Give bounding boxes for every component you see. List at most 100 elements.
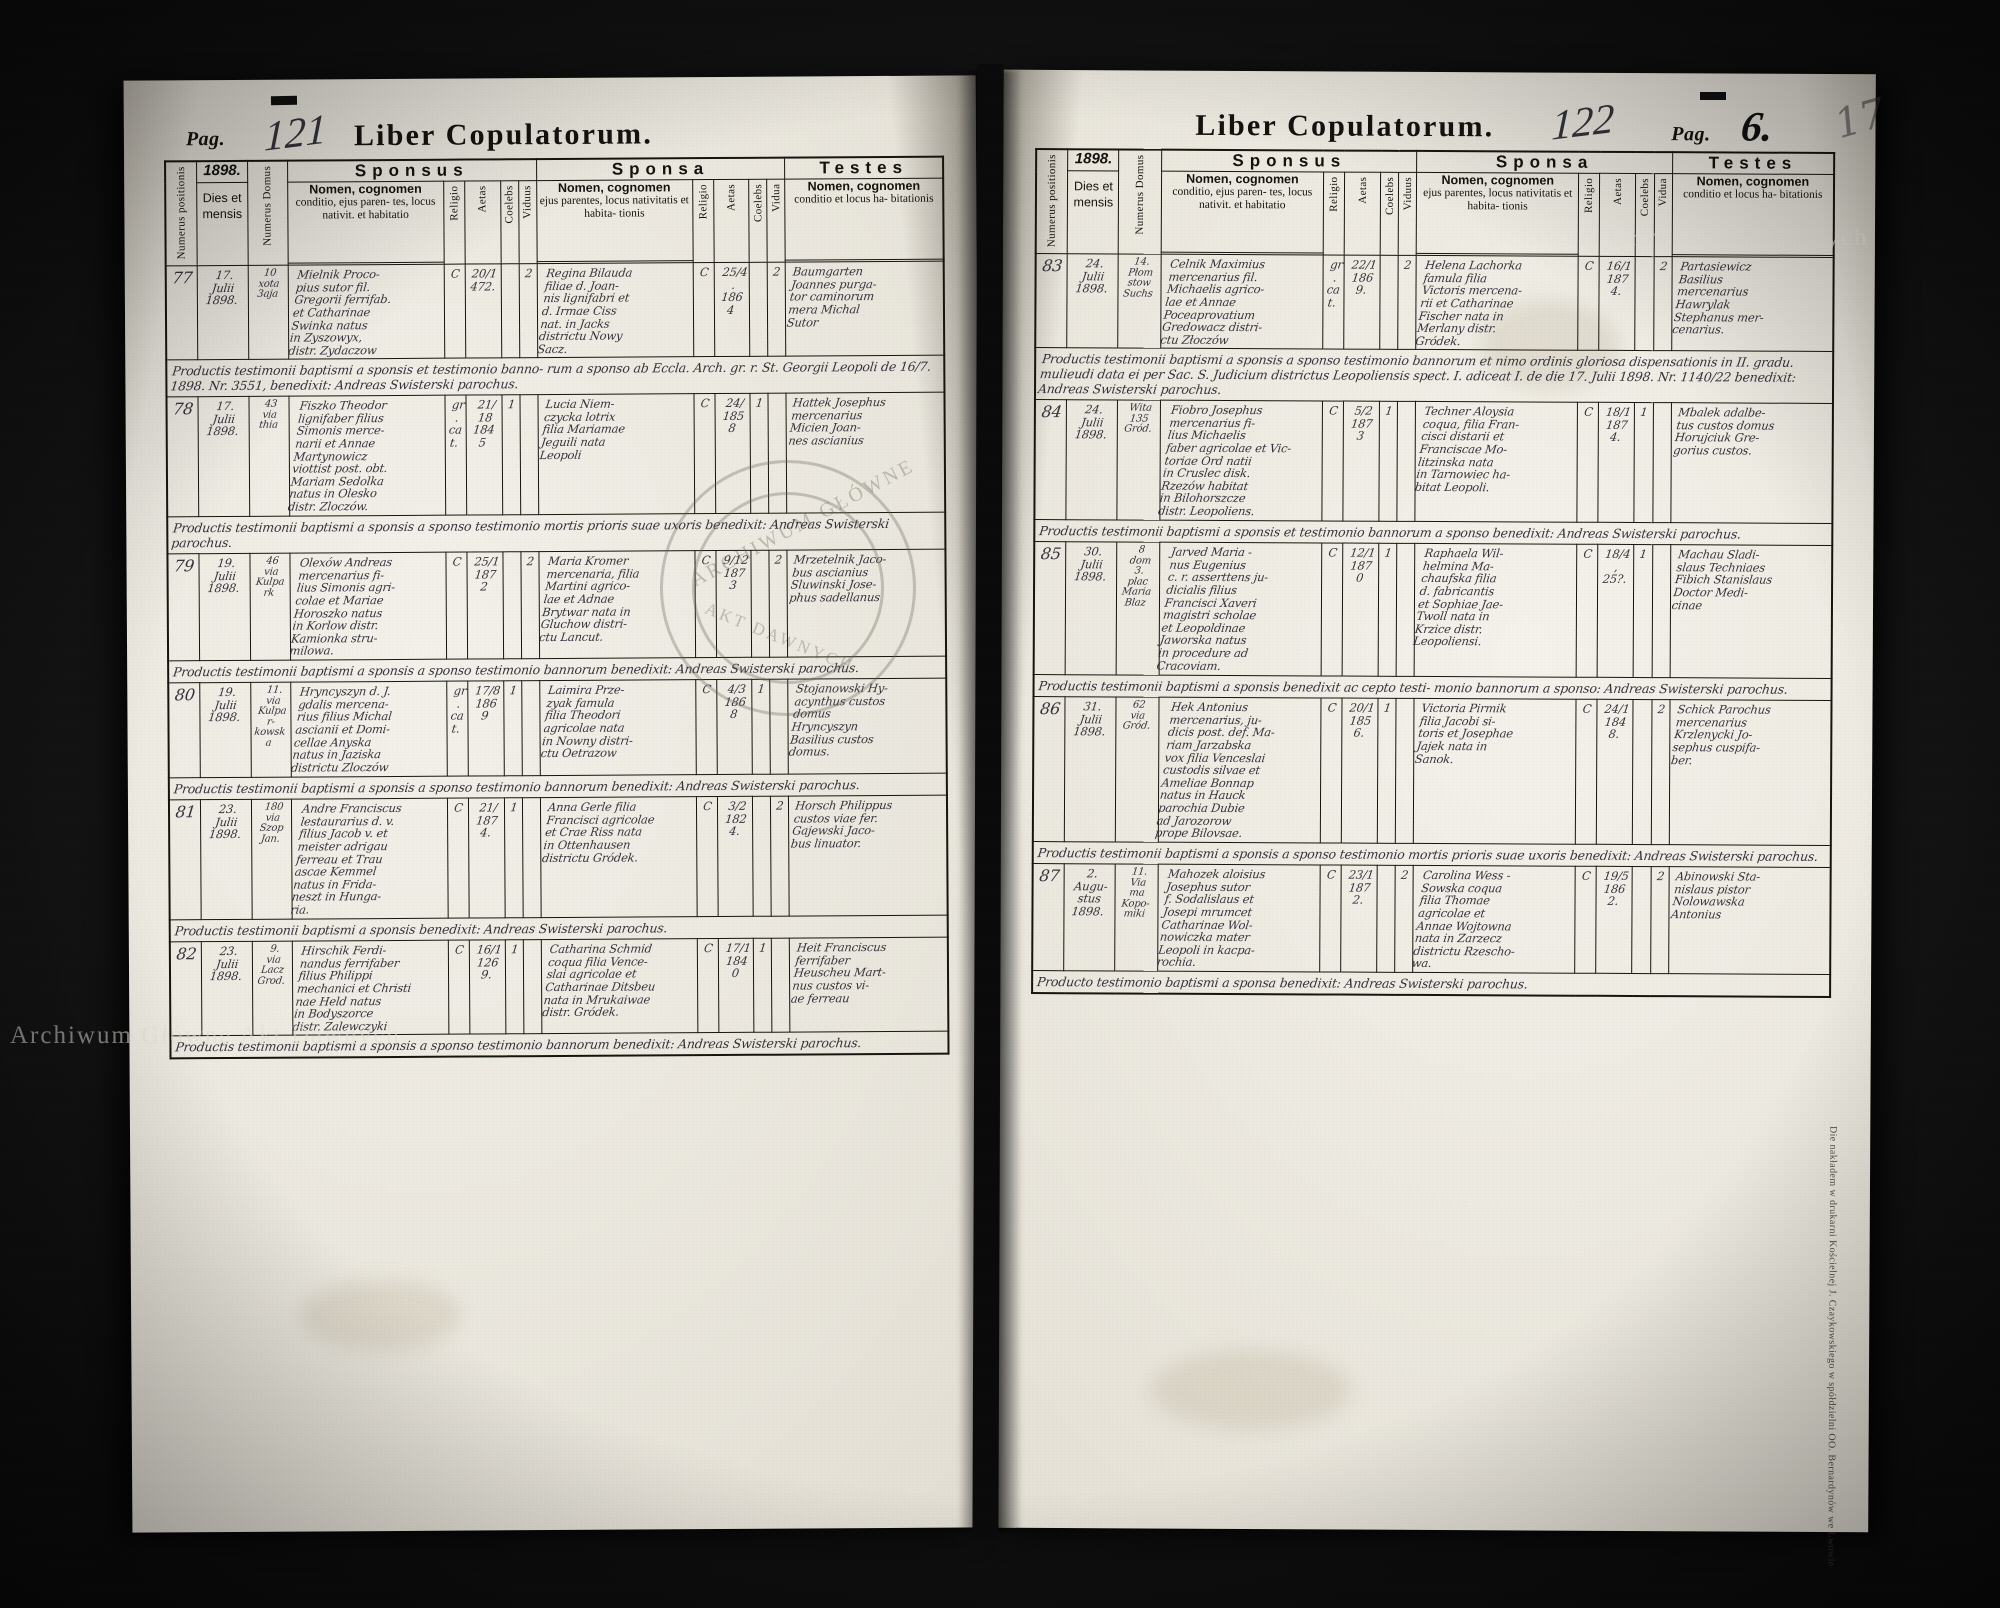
cell-domus-text: 9. via Lacz Grod. [256,943,286,987]
cell-testes: Schick Parochus mercenarius Krzlenycki J… [1668,699,1832,846]
cell-testes-text: Mrzetelnik Jaco- bus ascianius Sluwinski… [788,552,888,605]
cell-numerus-text: 80 [173,685,197,705]
cell-sponsus-coelebs-text [1381,256,1399,261]
sponsus-religio-header: Religio [1322,171,1345,256]
cell-sponsa-name: Catharina Schmid coqua filia Vence- slai… [540,938,698,1034]
cell-domus: 14. Płom stow Suchs [1118,253,1162,349]
cell-sponsa-name: Helena Lachorka famula filia Victoris me… [1415,255,1579,351]
sponsus-nomen-header: Nomen, cognomen conditio, ejus paren- te… [287,181,444,264]
cell-testes: Heit Franciscus ferrifaber Heuscheu Mart… [789,936,949,1033]
cell-sponsus-religio: C [445,552,468,660]
table-row: 83 24. Julii 1898. 14. Płom stow Suchs Celn… [1035,253,1834,352]
cell-productis: Productis testimonii baptismi a sponsis … [1033,674,1832,701]
cell-testes-text: Baumgarten Joannes purga- tor caminorum … [786,264,878,330]
cell-sponsa-aetas: 3/2 1824. [717,796,754,917]
sponsa-coelebs-header: Coelebs [1635,173,1655,257]
cell-sponsa-vidua-text: 2 [1655,868,1665,883]
cell-sponsus-aetas: 23/1 1872. [1340,864,1378,973]
cell-sponsus-coelebs: 1 [504,939,524,1034]
cell-sponsus-religio-text: C [1328,403,1339,419]
cell-sponsus-name: Hek Antonius mercenarius, ju- dicis post… [1154,696,1321,843]
productis-text: Productis testimonii baptismi a sponsis … [174,1035,863,1055]
cell-sponsus-name: Fiobro Josephus mercenarius fi- lius Mic… [1157,400,1323,522]
cell-productis: Productis testimonii baptismi a sponsis … [170,1031,949,1059]
cell-sponsus-religio: C [443,264,466,359]
cell-dies: 2. Augu- stus 1898. [1064,863,1116,971]
col-numerus-positionis: Numerus positionis [1035,149,1069,254]
cell-sponsus-coelebs-text: 1 [1383,700,1393,715]
pag-label-left: Pag. [185,128,226,151]
cell-sponsa-coelebs: 1 [1634,402,1654,523]
registration-mark-right [1700,92,1726,100]
cell-sponsus-viduus-text [520,396,538,401]
cell-sponsus-viduus-text: 2 [525,554,535,569]
sponsus-viduus-header: Viduus [518,180,537,264]
table-row: 78 17. Julii 1898. 43 via thia Fiszko Theod… [166,392,946,518]
cell-sponsus-religio: C [1319,864,1342,972]
productis-row: Productis testimonii baptismi a sponsis … [170,1031,949,1059]
cell-sponsa-coelebs-text: 1 [757,682,767,697]
cell-sponsa-religio-text: C [700,553,711,568]
cell-domus-text: Wita 135 Gród. [1123,403,1153,436]
cell-testes-text: Abinowski Sta- nislaus pistor Nolowawska… [1669,868,1761,922]
cell-domus-text: 11. via Kulpar- kowska [253,685,287,750]
sponsa-nomen-header: Nomen, cognomen ejus parentes, locus nat… [536,179,693,262]
cell-sponsus-name-text: Hek Antonius mercenarius, ju- dicis post… [1154,699,1276,841]
cell-testes: Mrzetelnik Jaco- bus ascianius Sluwinski… [787,549,947,658]
cell-productis: Productis testimonii baptismi a sponsis … [1032,841,1831,868]
cell-sponsus-viduus-text [1398,402,1416,407]
cell-testes-text: Partasiewicz Basilius mercenarius Hawryl… [1671,259,1765,337]
cell-sponsa-aetas-text: 19/5 1862. [1603,868,1630,908]
book-gutter [972,63,1004,1539]
cell-sponsa-aetas-text: 24/1 1848. [1603,701,1631,741]
cell-testes: Baumgarten Joannes purga- tor caminorum … [785,261,945,357]
cell-sponsa-vidua: 2 [767,262,787,357]
cell-sponsus-aetas-text: 25/1 1872 [473,554,501,595]
cell-sponsa-vidua-text: 2 [772,264,782,279]
cell-sponsus-name-text: Mahozek aloisius Josephus sutor f. Sodal… [1155,866,1267,970]
cell-dies-text: 24. Julii 1898. [1075,256,1109,296]
productis-text: Productis testimonii baptismi a sponsis … [1036,844,1819,864]
cell-sponsa-aetas-text: 18/1 1874. [1605,405,1633,445]
cell-sponsa-coelebs-text [750,263,767,268]
cell-domus: 11. via Kulpar- kowska [250,682,292,778]
book-title-left: Liber Copulatorum. [353,117,654,153]
cell-sponsa-coelebs: 1 [1633,544,1653,678]
cell-testes-text: Hattek Josephus mercenarius Micien Joan-… [787,395,887,448]
cell-sponsus-viduus-text: 2 [1403,257,1413,272]
cell-sponsus-coelebs: 1 [1379,401,1398,522]
productis-text: Productis testimonii baptismi a sponsis … [173,919,669,938]
col-year-right: 1898. [1067,149,1120,171]
cell-sponsa-name: Victoria Pirmik filia Jacobi si- toris e… [1413,698,1577,844]
cell-numerus-text: 86 [1039,698,1062,718]
group-sponsus: Sponsus [287,159,537,183]
cell-sponsa-aetas-text: 17/1 1840 [724,940,752,980]
col-dies-et-mensis: Dies et mensis [196,182,248,266]
cell-sponsa-coelebs-text: 1 [755,396,765,411]
cell-testes-text: Stojanowski Hy- acynthus custos domus Hr… [788,681,889,760]
cell-numerus: 80 [168,683,201,778]
cell-sponsa-name: Lucia Niem- czycka lotrix filia Mariamae… [537,394,695,515]
cell-sponsus-coelebs [1376,864,1396,973]
cell-sponsa-religio: C [693,394,716,514]
cell-dies-text: 30. Julii 1898. [1073,544,1108,584]
cell-numerus-text: 82 [175,943,198,963]
cell-numerus-text: 79 [173,556,196,576]
cell-sponsa-coelebs [749,262,769,357]
cell-sponsa-vidua-text [1652,545,1670,550]
cell-sponsus-aetas-text: 17/8 1869 [474,683,501,724]
cell-sponsa-vidua-text [1653,404,1671,409]
cell-sponsa-aetas: 24/ 1858 [714,393,752,514]
productis-text: Productis testimonii baptismi a sponsis … [1038,523,1742,542]
cell-sponsa-coelebs: 1 [753,937,773,1033]
cell-sponsus-coelebs [500,263,520,359]
cell-sponsa-name-text: Laimira Prze- zyak famula filia Theodori… [539,682,634,761]
cell-sponsa-religio: C [1574,865,1597,974]
cell-sponsus-name-text: Hirschik Ferdi- nandus ferrifaber filius… [291,942,412,1034]
cell-numerus: 77 [165,265,198,361]
cell-numerus: 86 [1032,696,1066,842]
sponsa-vidua-header: Vidua [766,179,786,263]
cell-sponsus-religio-text: C [1325,867,1337,882]
cell-sponsus-coelebs [502,551,522,660]
